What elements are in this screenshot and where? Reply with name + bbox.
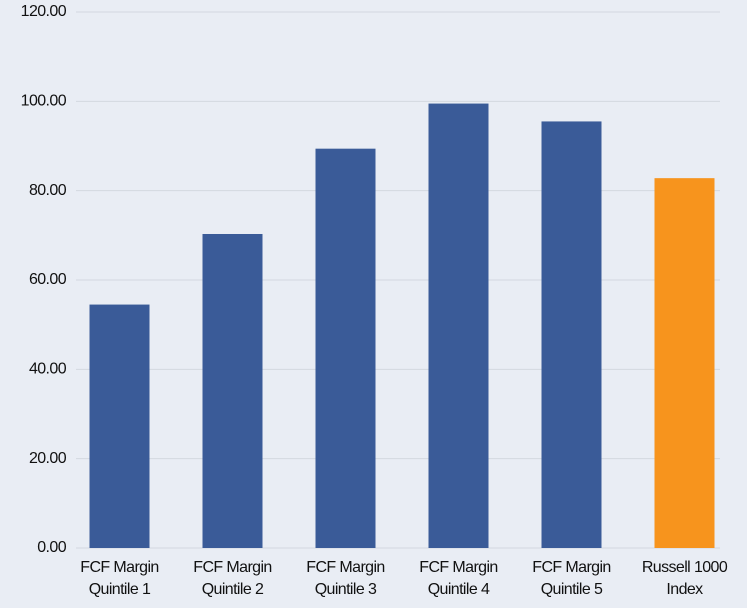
x-tick-label: FCF Margin Quintile 5 xyxy=(532,559,610,598)
x-tick-label-line: Quintile 3 xyxy=(315,581,377,598)
bar xyxy=(315,148,376,548)
x-tick-label-line: Index xyxy=(666,581,703,598)
x-tick-label-line: Quintile 1 xyxy=(89,581,151,598)
x-tick-label: FCF Margin Quintile 4 xyxy=(419,559,497,598)
x-tick-label: Russell 1000 Index xyxy=(642,559,728,598)
y-tick-label: 100.00 xyxy=(21,93,67,110)
x-tick-label-line: Quintile 2 xyxy=(202,581,264,598)
y-tick-label: 40.00 xyxy=(29,361,67,378)
x-tick-label-line: Quintile 4 xyxy=(428,581,490,598)
x-tick-label-line: FCF Margin xyxy=(193,559,271,576)
y-tick-label: 80.00 xyxy=(29,182,67,199)
y-tick-label: 120.00 xyxy=(21,3,67,20)
x-tick-label-line: Quintile 5 xyxy=(541,581,603,598)
bar xyxy=(654,178,715,548)
bar xyxy=(202,233,263,548)
bar xyxy=(428,103,489,549)
x-tick-label-line: FCF Margin xyxy=(419,559,497,576)
x-tick-label: FCF Margin Quintile 3 xyxy=(306,559,384,598)
y-tick-label: 0.00 xyxy=(37,539,66,556)
x-tick-label-line: FCF Margin xyxy=(306,559,384,576)
x-tick-label-line: FCF Margin xyxy=(80,559,158,576)
y-tick-label: 20.00 xyxy=(29,450,67,467)
y-tick-label: 60.00 xyxy=(29,271,67,288)
bar xyxy=(541,121,602,548)
x-tick-label: FCF Margin Quintile 1 xyxy=(80,559,158,598)
x-tick-label-line: Russell 1000 xyxy=(642,559,728,576)
x-tick-label: FCF Margin Quintile 2 xyxy=(193,559,271,598)
x-tick-label-line: FCF Margin xyxy=(532,559,610,576)
bar xyxy=(89,304,150,548)
